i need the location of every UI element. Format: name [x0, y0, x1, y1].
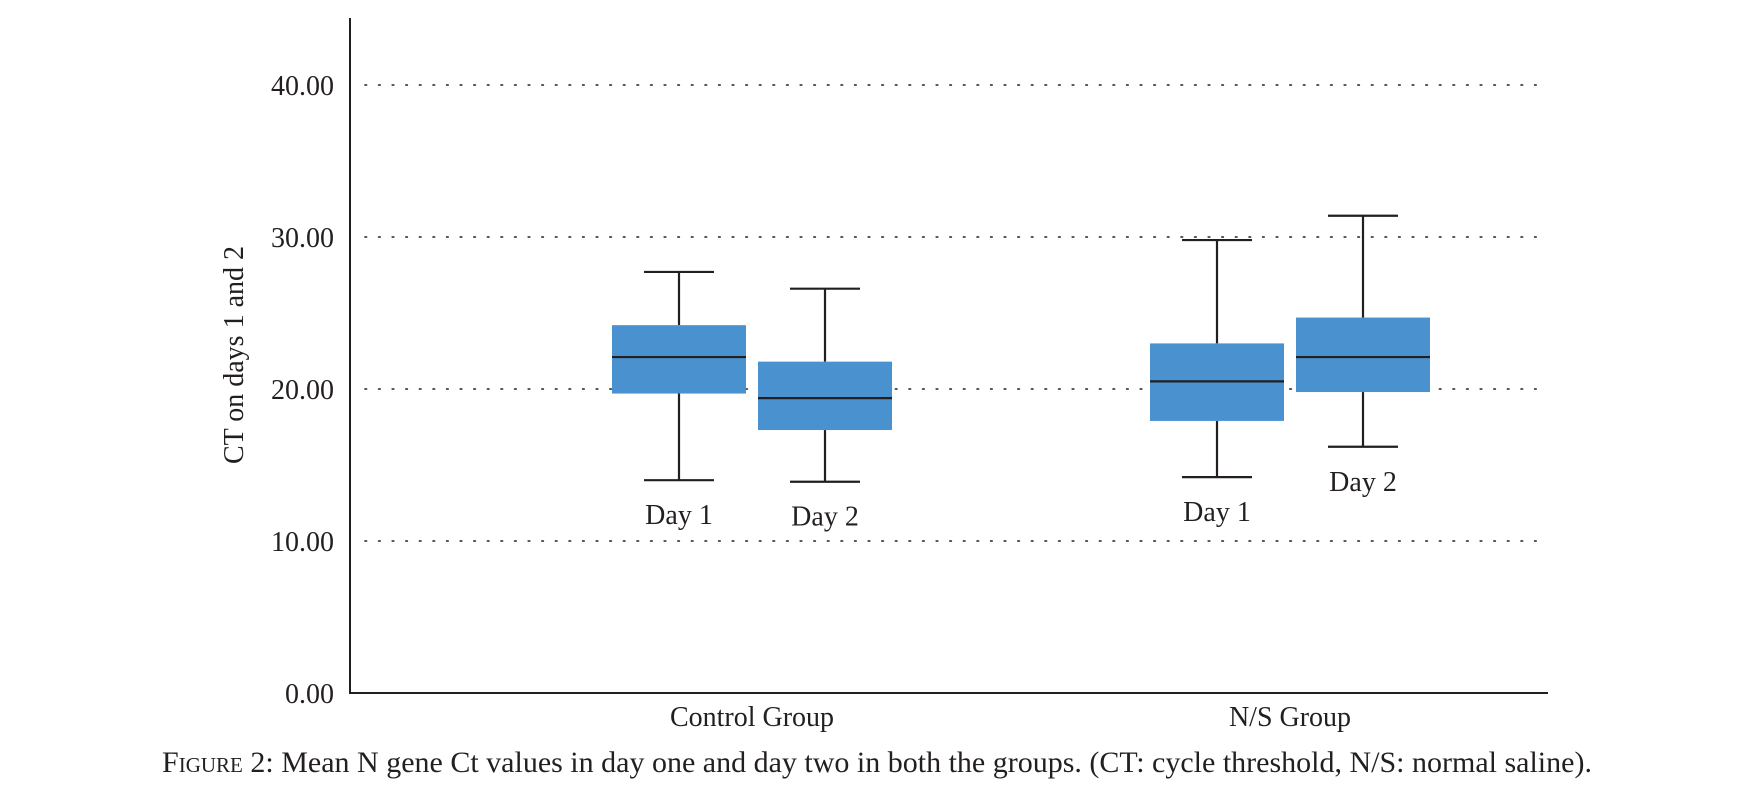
axes [349, 18, 1548, 694]
box-label: Day 1 [645, 500, 713, 531]
box-1-1: Day 1 [612, 270, 746, 531]
boxplot-chart: 0.00 10.00 20.00 30.00 40.00 CT on days 1 an… [219, 18, 1549, 733]
figure-caption: Figure 2: Mean N gene Ct values in day o… [0, 746, 1754, 780]
group-labels: Control Group N/S Group [670, 702, 1351, 733]
box-2-1: Day 1 [1150, 238, 1284, 528]
iqr-box [1296, 317, 1430, 393]
figure-caption-text: Mean N gene Ct values in day one and day… [281, 746, 1592, 779]
y-tick-label: 20.00 [271, 375, 334, 406]
iqr-box [758, 361, 892, 431]
figure-label: Figure 2: [162, 746, 274, 779]
y-tick-label: 40.00 [271, 71, 334, 102]
box-1-2: Day 2 [758, 287, 892, 533]
y-axis-label: CT on days 1 and 2 [219, 246, 250, 464]
iqr-box [612, 325, 746, 394]
box-label: Day 1 [1183, 497, 1251, 528]
group-label: N/S Group [1229, 702, 1351, 733]
y-tick-labels: 0.00 10.00 20.00 30.00 40.00 [271, 71, 334, 710]
y-tick-label: 10.00 [271, 527, 334, 558]
boxes: Day 1 Day 2 Day 1 Day 2 [612, 214, 1430, 533]
group-label: Control Group [670, 702, 834, 733]
box-label: Day 2 [1329, 467, 1397, 498]
y-tick-label: 0.00 [285, 679, 334, 710]
y-tick-label: 30.00 [271, 223, 334, 254]
box-2-2: Day 2 [1296, 214, 1430, 498]
box-label: Day 2 [791, 502, 859, 533]
